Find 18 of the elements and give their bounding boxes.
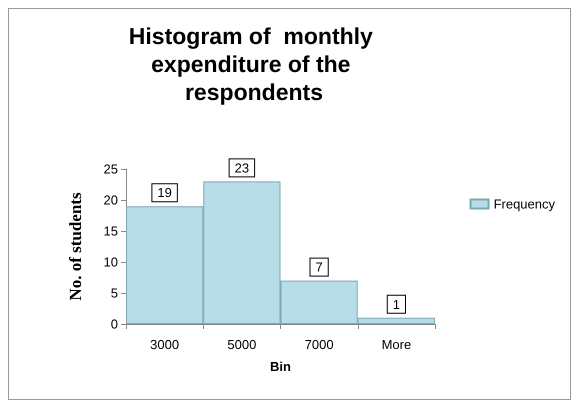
y-tick-label: 25 bbox=[104, 162, 118, 176]
x-axis-title: Bin bbox=[270, 359, 292, 374]
data-label: 7 bbox=[316, 260, 323, 275]
y-axis-title: No. of students bbox=[66, 192, 85, 301]
y-tick-label: 20 bbox=[104, 192, 118, 208]
y-tick-label: 10 bbox=[104, 254, 118, 270]
data-label: 23 bbox=[234, 160, 250, 176]
x-tick-label: 7000 bbox=[304, 337, 334, 352]
y-tick-label: 15 bbox=[104, 224, 118, 238]
x-tick-label: 3000 bbox=[150, 337, 180, 352]
y-tick-label: 0 bbox=[110, 316, 118, 332]
data-label: 19 bbox=[157, 185, 172, 200]
y-tick-label: 5 bbox=[110, 286, 118, 300]
data-label: 1 bbox=[392, 296, 400, 312]
legend-label: Frequency bbox=[494, 196, 556, 212]
x-tick-label: 5000 bbox=[227, 337, 256, 352]
chart-title: Histogram of monthly expenditure of the respondents bbox=[128, 23, 380, 105]
x-tick-label: More bbox=[382, 337, 412, 352]
